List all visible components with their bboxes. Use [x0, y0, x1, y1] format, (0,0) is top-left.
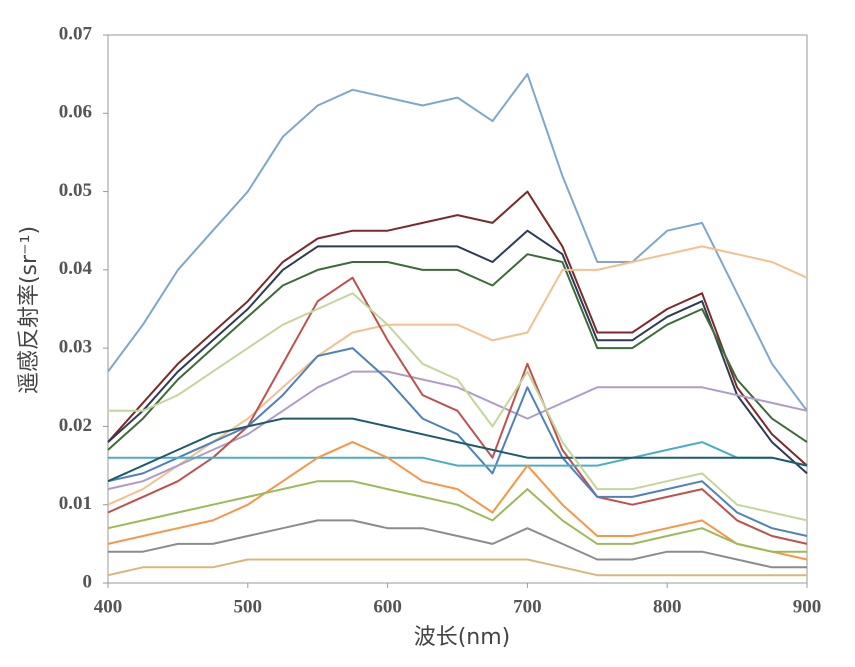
spectrum-line: [107, 441, 808, 561]
spectrum-line: [107, 480, 807, 553]
spectrum-line: [107, 253, 808, 451]
x-tick-label: 400: [94, 596, 123, 617]
y-tick-label: 0.01: [59, 493, 92, 514]
spectrum-line: [107, 229, 808, 475]
y-tick-label: 0: [83, 571, 93, 592]
spectrum-line: [107, 73, 808, 412]
spectrum-line: [107, 417, 808, 483]
spectrum-line: [107, 370, 808, 491]
y-tick-label: 0.07: [59, 23, 93, 44]
spectrum-line: [107, 245, 808, 506]
spectrum-line: [108, 292, 808, 522]
spectrum-line: [108, 519, 807, 569]
x-tick-label: 900: [793, 596, 822, 617]
y-tick-label: 0.04: [59, 258, 93, 279]
x-tick-label: 500: [234, 596, 263, 617]
spectrum-line: [107, 558, 807, 577]
y-tick-label: 0.06: [59, 102, 92, 123]
spectrum-line: [108, 441, 808, 467]
y-tick-label: 0.05: [59, 180, 92, 201]
x-tick-label: 800: [653, 596, 682, 617]
y-tick-label: 0.02: [59, 415, 92, 436]
x-axis-label: 波长(nm): [414, 625, 511, 650]
plot-frame: [107, 34, 808, 584]
spectrum-line: [107, 276, 808, 545]
x-tick-label: 700: [513, 596, 542, 617]
y-axis-label: 遥感反射率(sr⁻¹): [17, 226, 42, 394]
spectrum-line: [107, 190, 808, 467]
y-tick-label: 0.03: [59, 337, 92, 358]
spectrum-line: [107, 347, 808, 537]
x-tick-label: 600: [373, 596, 402, 617]
